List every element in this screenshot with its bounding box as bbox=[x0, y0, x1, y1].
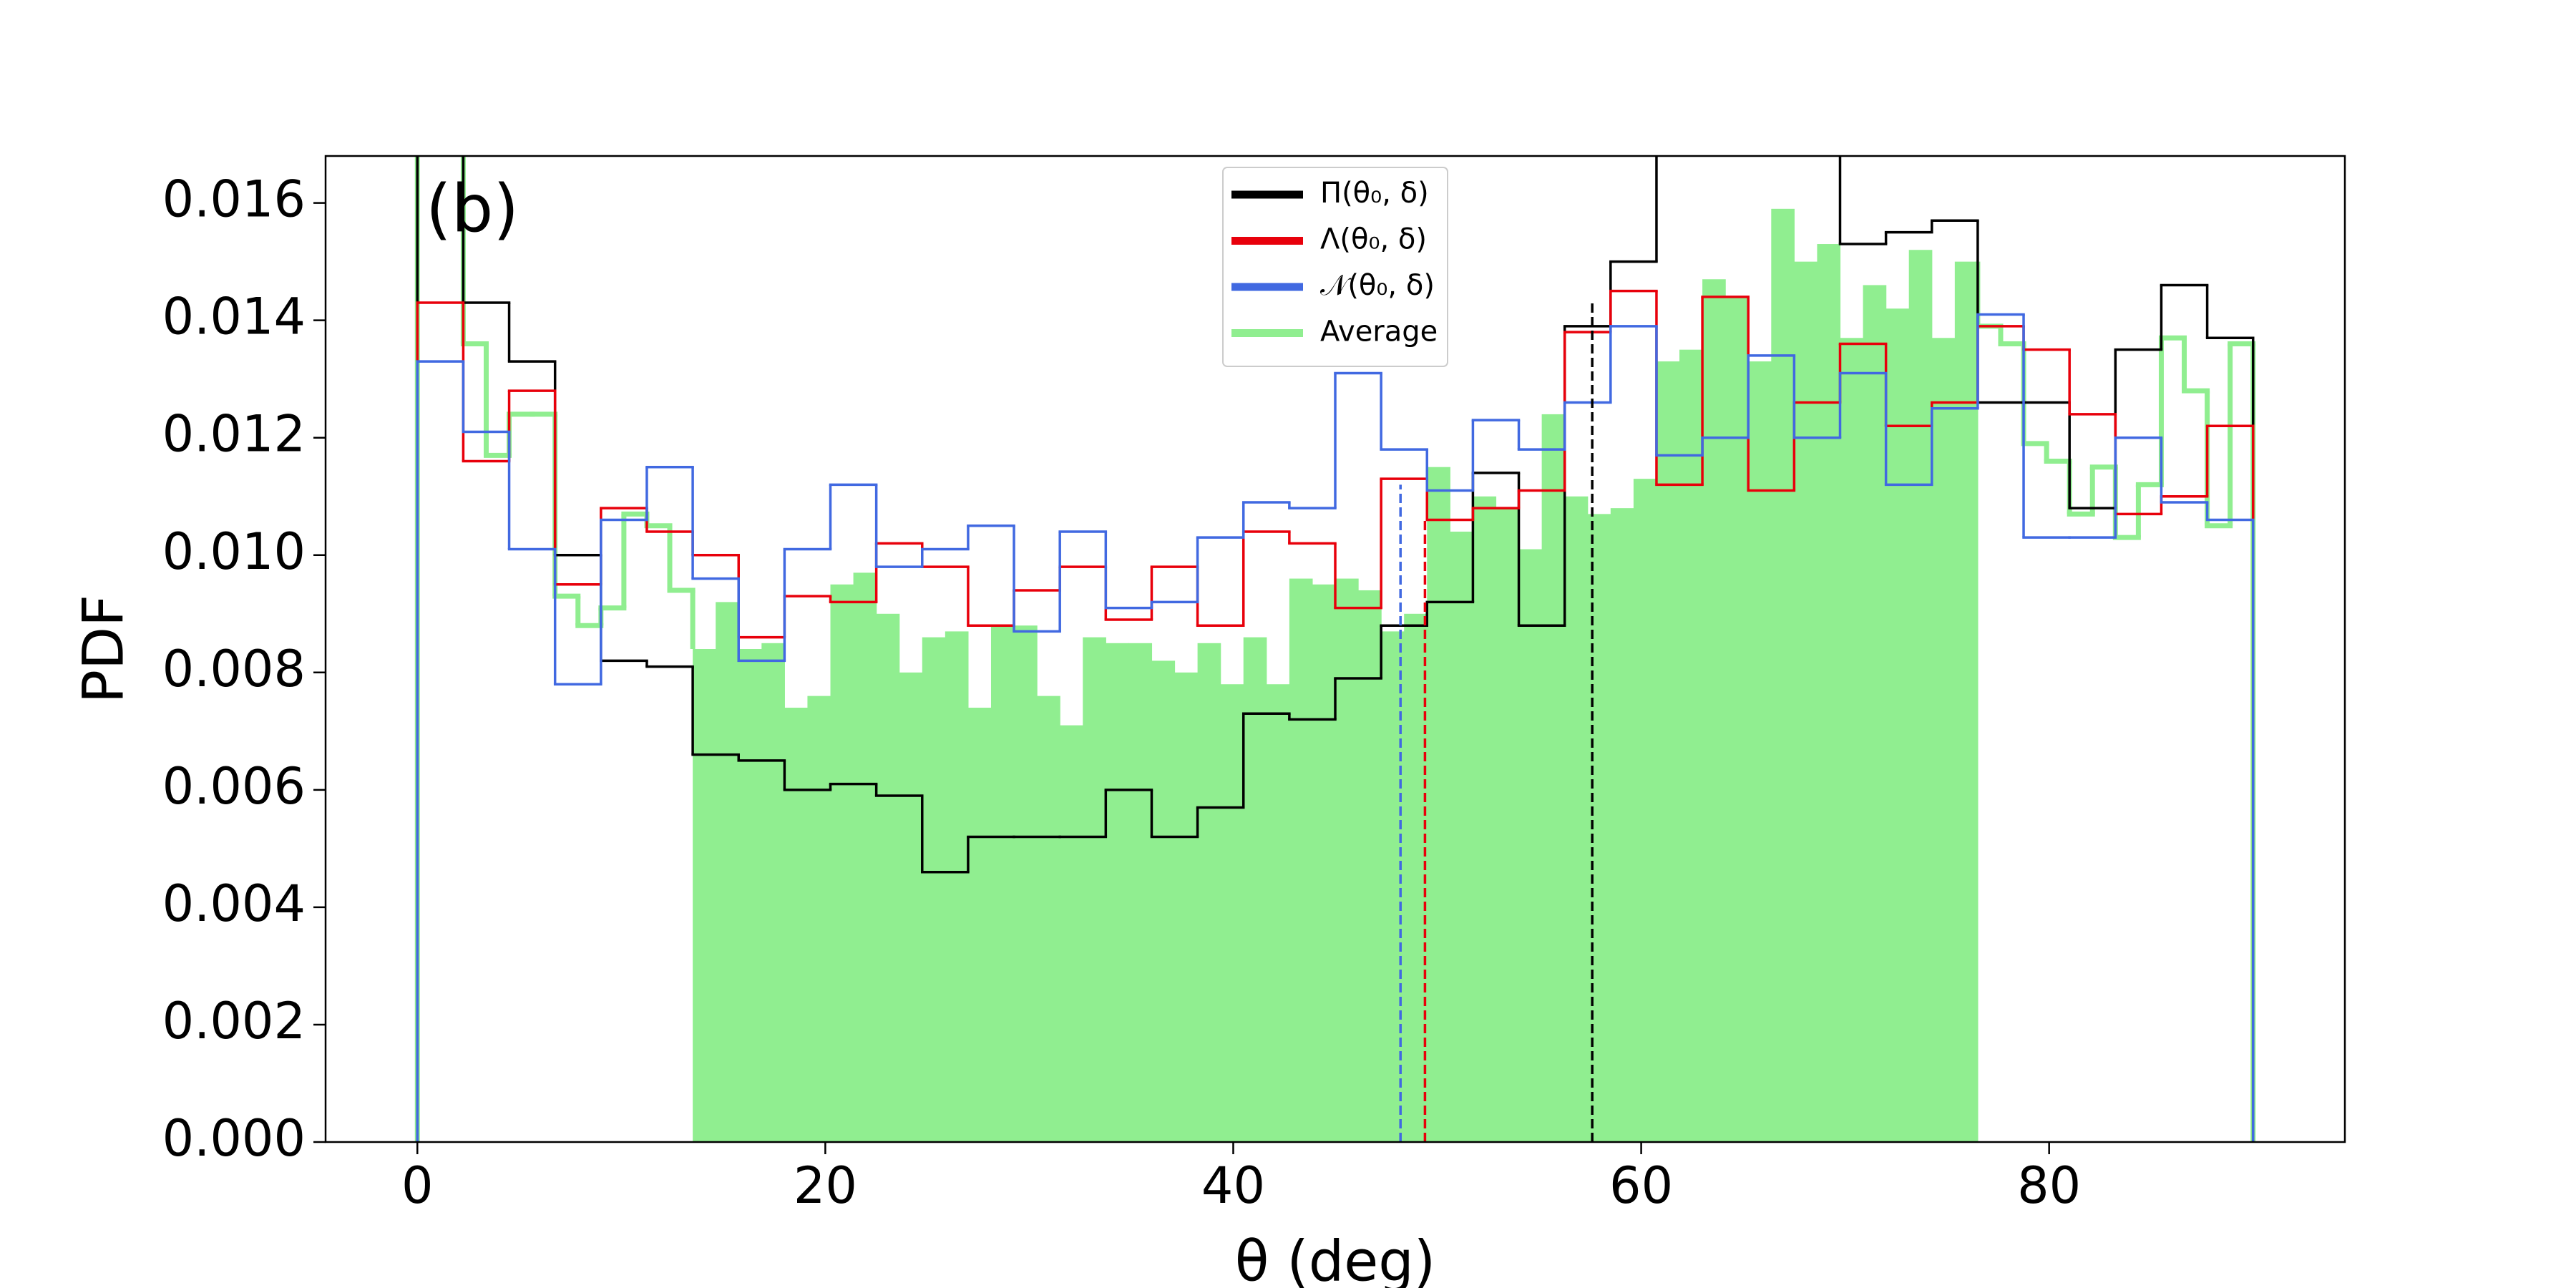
hist-bar bbox=[807, 696, 831, 1142]
hist-bar bbox=[1151, 660, 1176, 1142]
legend-label: Average bbox=[1320, 316, 1438, 348]
y-tick-label: 0.004 bbox=[162, 874, 306, 933]
hist-bar bbox=[1243, 637, 1267, 1142]
hist-bar bbox=[761, 643, 785, 1142]
hist-bar bbox=[1037, 696, 1060, 1142]
hist-bar bbox=[1725, 296, 1749, 1142]
hist-bar bbox=[738, 649, 762, 1142]
y-tick-label: 0.016 bbox=[162, 170, 306, 229]
hist-bar bbox=[1702, 279, 1726, 1142]
hist-bar bbox=[1083, 637, 1106, 1142]
hist-bar bbox=[1197, 643, 1221, 1142]
hist-bar bbox=[899, 672, 923, 1142]
hist-bar bbox=[922, 637, 946, 1142]
hist-bar bbox=[1266, 684, 1290, 1142]
y-tick-label: 0.014 bbox=[162, 288, 306, 346]
hist-bar bbox=[945, 631, 969, 1142]
hist-bar bbox=[1908, 250, 1933, 1142]
legend-label: Λ(θ₀, δ) bbox=[1320, 223, 1427, 256]
x-tick-label: 20 bbox=[794, 1156, 857, 1215]
plot-data bbox=[414, 156, 2256, 1142]
hist-bar bbox=[1656, 361, 1680, 1142]
x-tick-label: 60 bbox=[1609, 1156, 1673, 1215]
hist-bar bbox=[1014, 625, 1038, 1142]
y-tick-label: 0.010 bbox=[162, 522, 306, 581]
hist-bar bbox=[1450, 531, 1474, 1142]
hist-bar bbox=[1679, 349, 1703, 1142]
hist-bar bbox=[1220, 684, 1244, 1142]
hist-bar bbox=[967, 708, 992, 1142]
hist-bar bbox=[876, 613, 900, 1142]
x-tick-label: 40 bbox=[1201, 1156, 1265, 1215]
hist-bar bbox=[1817, 244, 1841, 1142]
hist-bar bbox=[830, 584, 854, 1142]
hist-bar bbox=[1954, 261, 1979, 1142]
hist-bar bbox=[1518, 549, 1543, 1142]
y-tick-label: 0.012 bbox=[162, 405, 306, 464]
hist-bar bbox=[1633, 479, 1657, 1142]
hist-bar bbox=[716, 602, 739, 1142]
y-axis-label: PDF bbox=[72, 595, 136, 703]
hist-bar bbox=[1794, 261, 1818, 1142]
y-tick-label: 0.002 bbox=[162, 992, 306, 1050]
y-tick-label: 0.000 bbox=[162, 1109, 306, 1168]
hist-bar bbox=[784, 708, 809, 1142]
legend-label: Π(θ₀, δ) bbox=[1320, 177, 1429, 210]
hist-bar bbox=[1748, 361, 1772, 1142]
legend-box bbox=[1222, 167, 1448, 367]
hist-bar bbox=[1358, 590, 1382, 1142]
hist-bar bbox=[853, 572, 877, 1142]
hist-bar bbox=[1564, 496, 1589, 1142]
hist-bar bbox=[1473, 496, 1497, 1142]
hist-bar bbox=[1931, 338, 1956, 1142]
hist-bar bbox=[1289, 578, 1313, 1142]
hist-bar bbox=[1496, 508, 1520, 1142]
x-tick-label: 80 bbox=[2017, 1156, 2081, 1215]
hist-bar bbox=[1840, 338, 1864, 1142]
hist-bar bbox=[1312, 584, 1336, 1142]
hist-bar bbox=[1128, 643, 1153, 1142]
y-tick-label: 0.008 bbox=[162, 640, 306, 698]
hist-bar bbox=[1060, 725, 1083, 1142]
hist-bar bbox=[1174, 672, 1199, 1142]
hist-bar bbox=[1863, 285, 1887, 1142]
hist-bar bbox=[1404, 613, 1428, 1142]
hist-bar bbox=[1541, 414, 1566, 1142]
hist-bar bbox=[693, 649, 716, 1142]
hist-bar bbox=[1427, 467, 1450, 1142]
x-tick-label: 0 bbox=[401, 1156, 434, 1215]
hist-bar bbox=[1610, 508, 1634, 1142]
hist-bar bbox=[1335, 578, 1359, 1142]
hist-bar bbox=[990, 625, 1015, 1142]
hist-bar bbox=[1106, 643, 1129, 1142]
legend-label: 𝒩(θ₀, δ) bbox=[1320, 269, 1435, 302]
x-axis-label: θ (deg) bbox=[1235, 1229, 1435, 1288]
hist-bar bbox=[1771, 208, 1795, 1142]
panel-annotation: (b) bbox=[426, 170, 519, 247]
plot-frame bbox=[324, 155, 2346, 1143]
y-tick-label: 0.006 bbox=[162, 757, 306, 816]
hist-bar bbox=[1885, 308, 1910, 1142]
